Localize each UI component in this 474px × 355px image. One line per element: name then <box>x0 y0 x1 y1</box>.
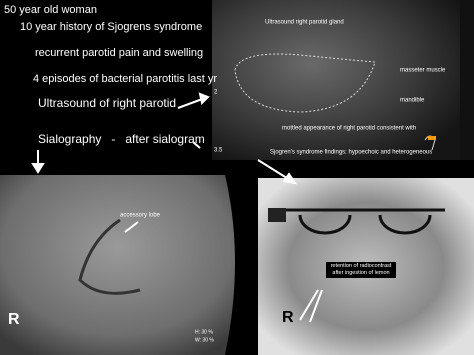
us-label: masseter muscle <box>400 68 446 74</box>
us-label: mandible <box>400 98 425 104</box>
depth-mark: 2 <box>214 90 218 96</box>
side-marker: R <box>282 309 294 326</box>
us-label: Ultrasound right parotid gland <box>265 20 344 26</box>
us-finding: mottled appearance of right parotid cons… <box>282 126 416 132</box>
glasses-clip <box>268 208 286 222</box>
depth-mark: 3.5 <box>214 148 223 154</box>
ultrasound-sidebar <box>460 0 474 160</box>
case-line: 10 year history of Sjogrens syndrome <box>20 21 202 33</box>
side-marker: R <box>8 311 20 328</box>
case-line: 4 episodes of bacterial parotitis last y… <box>33 73 217 85</box>
case-line: recurrent parotid pain and swelling <box>35 47 203 59</box>
duct-contrast <box>78 218 141 295</box>
us-finding: Sjogren's syndrome findings: hypoechoic … <box>270 150 432 156</box>
arrows <box>31 92 323 323</box>
case-line: 50 year old woman <box>4 4 97 16</box>
caption: Ultrasound of right parotid <box>38 96 176 110</box>
xray-label: retention of radiocontrast after ingesti… <box>326 262 396 278</box>
xray-footer: H: 30 % <box>195 329 213 335</box>
xray-label: accessory lobe <box>120 213 161 219</box>
gland-outline <box>234 53 376 113</box>
xray-label-box: retention of radiocontrast after ingesti… <box>326 262 396 278</box>
glasses <box>285 208 445 235</box>
caption: Sialography - after sialogram <box>38 132 205 146</box>
sialogram-lateral <box>0 175 235 355</box>
probe-marker <box>428 136 436 140</box>
ultrasound-image <box>212 0 460 160</box>
xray-footer: W: 30 % <box>195 337 214 343</box>
